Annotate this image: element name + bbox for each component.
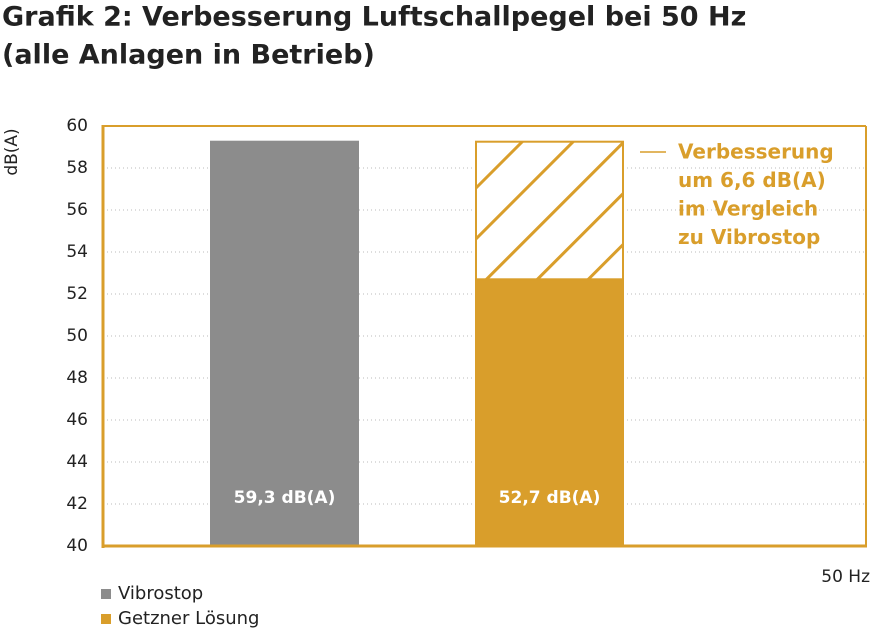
y-tick-label: 42	[66, 494, 88, 514]
chart-title: (alle Anlagen in Betrieb)	[2, 40, 375, 71]
legend-swatch	[101, 614, 111, 624]
y-tick-label: 44	[66, 452, 88, 472]
annotation: zu Vibrostop	[678, 225, 820, 249]
bar	[210, 140, 359, 546]
improvement-hatch	[475, 140, 624, 281]
value-label: 52,7 dB(A)	[499, 488, 601, 508]
legend-label: Vibrostop	[118, 583, 203, 604]
y-tick-label: 58	[66, 158, 88, 178]
annotation: im Vergleich	[678, 197, 818, 221]
bar	[475, 279, 624, 546]
y-tick-label: 56	[66, 200, 88, 220]
y-axis-label: dB(A)	[2, 128, 22, 175]
y-tick-label: 60	[66, 116, 88, 136]
y-tick-label: 40	[66, 536, 88, 556]
y-tick-label: 50	[66, 326, 88, 346]
legend-label: Getzner Lösung	[118, 608, 259, 629]
y-tick-label: 46	[66, 410, 88, 430]
annotation: Verbesserung	[678, 140, 834, 164]
value-label: 59,3 dB(A)	[234, 488, 336, 508]
legend-swatch	[101, 589, 111, 599]
chart-title: Grafik 2: Verbesserung Luftschallpegel b…	[2, 2, 746, 33]
y-tick-label: 52	[66, 284, 88, 304]
annotation: um 6,6 dB(A)	[678, 168, 826, 192]
y-tick-label: 54	[66, 242, 88, 262]
y-tick-label: 48	[66, 368, 88, 388]
x-tick-label: 50 Hz	[821, 567, 870, 587]
